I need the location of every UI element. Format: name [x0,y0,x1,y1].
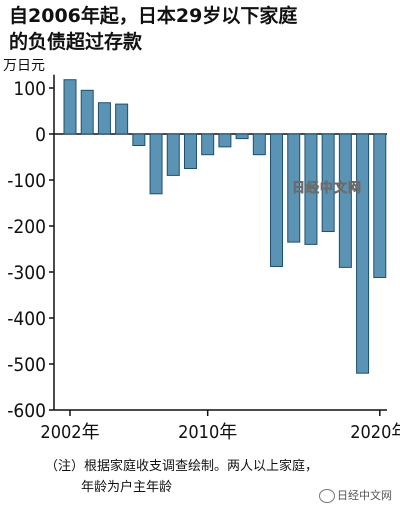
bar-2013 [252,133,266,156]
bar-2008 [166,133,180,176]
chart-note: （注）根据家庭收支调查绘制。两人以上家庭， 年龄为户主年龄 [45,456,395,498]
y-tick-label: -100 [7,170,46,192]
source-label: 日经中文网 [337,489,392,502]
bar-2005 [115,103,129,135]
bar-2012 [235,133,249,140]
bar-2018 [338,133,352,268]
y-axis-unit: 万日元 [3,58,45,74]
bar-2017 [321,133,335,233]
bar-2006 [132,133,146,146]
note-line1: （注）根据家庭收支调查绘制。两人以上家庭， [45,459,319,474]
bar-2011 [218,133,232,148]
wechat-icon [319,489,335,503]
y-tick-label: -600 [7,400,46,422]
bar-2003 [80,89,94,135]
chart-title: 自2006年起，日本29岁以下家庭 的负债超过存款 [9,3,389,55]
x-tick-label: 2020年 [350,422,400,443]
bar-2004 [97,102,111,135]
bar-2010 [201,133,215,156]
y-tick-label: -300 [7,262,46,284]
y-tick-label: -200 [7,216,46,238]
source-credit: 日经中文网 [319,487,392,503]
bar-2009 [183,133,197,169]
bar-2016 [304,133,318,245]
y-tick-label: -500 [7,354,46,376]
x-tick-label: 2002年 [40,422,99,443]
note-line2: 年龄为户主年龄 [81,480,173,495]
chart-title-line2: 的负债超过存款 [9,31,143,53]
watermark-text: 日经中文网 [292,180,362,196]
bar-2020 [373,133,387,279]
y-tick-label: -400 [7,308,46,330]
y-tick-label: 0 [35,124,46,146]
bar-2019 [356,133,370,374]
chart-title-line1: 自2006年起，日本29岁以下家庭 [9,5,298,27]
bar-2002 [63,79,77,135]
y-tick-label: 100 [13,78,46,100]
bar-2007 [149,133,163,195]
bar-2014 [270,133,284,267]
bar-2015 [287,133,301,243]
x-tick-label: 2010年 [178,422,237,443]
